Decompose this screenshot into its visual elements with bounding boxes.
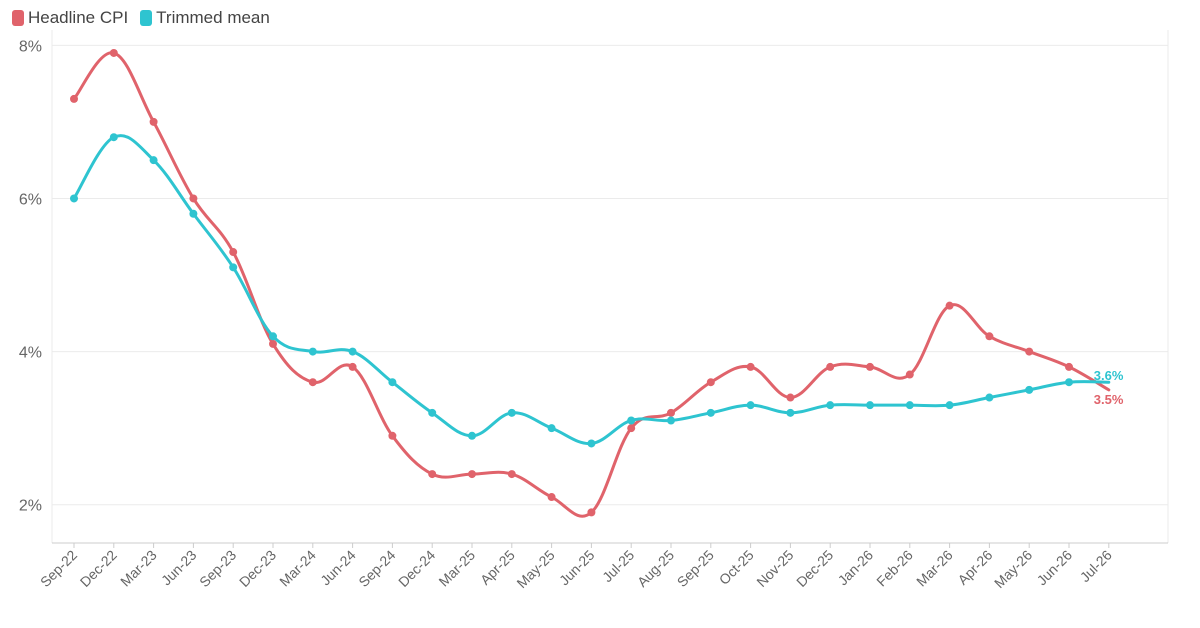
x-tick-label: Mar-26 (913, 547, 956, 590)
x-tick-label: Jun-26 (1034, 547, 1076, 589)
x-tick-label: Oct-25 (716, 547, 757, 588)
data-point-trimmed-mean (189, 209, 198, 218)
data-point-headline-cpi (1025, 347, 1034, 356)
series-line-trimmed-mean (72, 134, 1111, 445)
data-point-trimmed-mean (70, 194, 78, 203)
legend-item-trimmed-mean[interactable]: Trimmed mean (140, 8, 270, 28)
x-tick-label: Apr-26 (954, 547, 995, 588)
legend-label-headline-cpi: Headline CPI (28, 8, 129, 27)
data-point-headline-cpi (468, 470, 476, 479)
x-tick-label: Jun-23 (158, 547, 200, 589)
data-point-trimmed-mean (985, 393, 994, 402)
x-tick-label: Dec-25 (793, 547, 836, 590)
data-point-trimmed-mean (1065, 378, 1073, 387)
legend-item-headline-cpi[interactable]: Headline CPI (12, 8, 128, 28)
x-tick-label: May-25 (513, 547, 557, 591)
data-point-trimmed-mean (388, 378, 397, 387)
data-point-headline-cpi (229, 248, 238, 257)
data-point-headline-cpi (627, 424, 636, 433)
y-tick-label: 2% (19, 498, 42, 515)
end-label-headline-cpi: 3.5% (1094, 392, 1124, 407)
x-tick-label: Jun-25 (556, 547, 598, 589)
data-point-headline-cpi (746, 362, 755, 371)
data-point-trimmed-mean (507, 408, 516, 417)
data-point-trimmed-mean (627, 416, 636, 425)
data-point-headline-cpi (109, 48, 118, 57)
data-point-trimmed-mean (149, 156, 158, 165)
data-point-headline-cpi (269, 339, 277, 348)
x-tick-label: Dec-24 (395, 547, 438, 590)
data-point-headline-cpi (826, 362, 835, 371)
data-point-headline-cpi (985, 332, 994, 341)
x-tick-label: Sep-23 (196, 547, 239, 590)
data-point-trimmed-mean (746, 401, 755, 410)
x-tick-label: Jul-26 (1077, 547, 1115, 585)
x-tick-label: Aug-25 (634, 547, 677, 590)
data-point-headline-cpi (945, 301, 954, 310)
data-point-headline-cpi (587, 508, 596, 517)
x-tick-label: Sep-22 (37, 547, 80, 590)
end-label-trimmed-mean: 3.6% (1094, 368, 1124, 383)
y-tick-label: 6% (19, 191, 42, 208)
data-point-trimmed-mean (229, 263, 238, 272)
data-point-headline-cpi (348, 362, 357, 371)
x-tick-label: Sep-24 (355, 547, 398, 590)
data-point-headline-cpi (786, 393, 795, 402)
x-tick-label: Mar-24 (276, 547, 319, 590)
data-point-trimmed-mean (667, 416, 675, 425)
x-tick-label: Mar-23 (117, 547, 160, 590)
data-point-trimmed-mean (905, 401, 914, 410)
data-point-trimmed-mean (1025, 385, 1034, 394)
y-tick-label: 8% (19, 38, 42, 55)
data-point-headline-cpi (1065, 362, 1073, 371)
legend-swatch-trimmed-mean (140, 10, 153, 26)
data-point-trimmed-mean (468, 431, 476, 440)
y-tick-label: 4% (19, 345, 42, 362)
data-point-headline-cpi (905, 370, 914, 379)
x-tick-label: Sep-25 (674, 547, 717, 590)
x-tick-label: Apr-25 (477, 547, 518, 588)
legend-label-trimmed-mean: Trimmed mean (156, 8, 270, 27)
data-point-headline-cpi (189, 194, 198, 203)
data-point-headline-cpi (388, 431, 397, 440)
x-tick-label: Feb-26 (873, 547, 916, 590)
data-point-headline-cpi (149, 117, 158, 126)
data-point-trimmed-mean (826, 401, 835, 410)
data-point-headline-cpi (706, 378, 715, 387)
x-tick-label: Jul-25 (599, 547, 637, 585)
data-point-trimmed-mean (706, 408, 715, 417)
data-point-headline-cpi (547, 493, 556, 502)
data-point-trimmed-mean (428, 408, 437, 417)
data-point-trimmed-mean (269, 332, 277, 341)
data-point-trimmed-mean (786, 408, 795, 417)
x-tick-label: Dec-22 (77, 547, 120, 590)
data-point-trimmed-mean (587, 439, 596, 448)
data-point-headline-cpi (507, 470, 516, 479)
data-point-trimmed-mean (945, 401, 954, 410)
x-tick-label: Nov-25 (753, 547, 796, 590)
data-point-headline-cpi (667, 408, 675, 417)
data-point-trimmed-mean (109, 133, 118, 142)
data-point-headline-cpi (70, 94, 78, 103)
data-point-trimmed-mean (547, 424, 556, 433)
x-tick-label: Jan-26 (835, 547, 877, 589)
data-point-trimmed-mean (308, 347, 317, 356)
x-tick-label: Dec-23 (236, 547, 279, 590)
x-tick-label: Mar-25 (435, 547, 478, 590)
data-point-headline-cpi (428, 470, 437, 479)
x-tick-label: Jun-24 (317, 547, 359, 589)
data-point-trimmed-mean (866, 401, 874, 410)
x-tick-label: May-26 (991, 547, 1035, 591)
data-point-trimmed-mean (348, 347, 357, 356)
legend: Headline CPI Trimmed mean (12, 8, 270, 28)
data-point-headline-cpi (866, 362, 874, 371)
data-point-headline-cpi (308, 378, 317, 387)
legend-swatch-headline-cpi (12, 10, 24, 26)
